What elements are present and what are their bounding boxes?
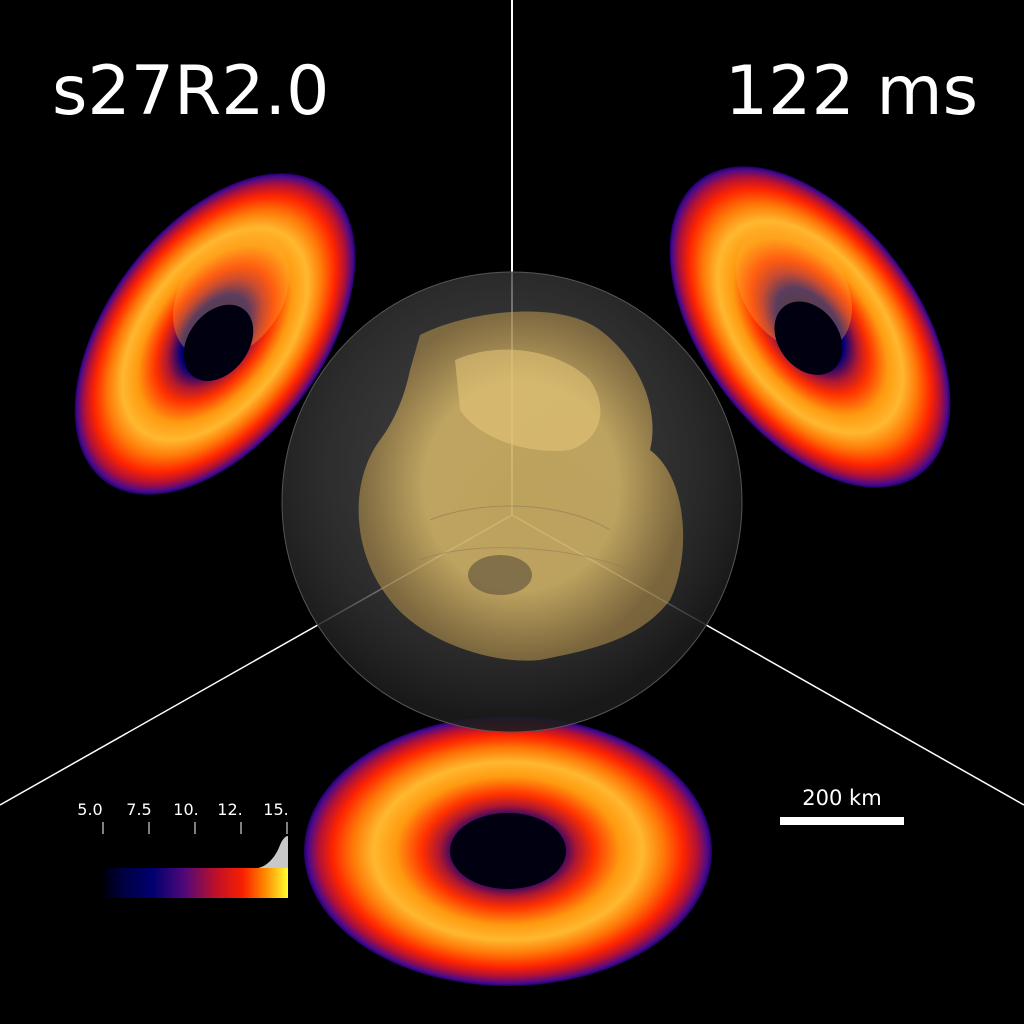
model-label: s27R2.0 <box>52 52 330 131</box>
colorbar-opacity-curve <box>258 836 288 868</box>
colorbar-tick-label: 5.0 <box>77 800 103 819</box>
colorbar <box>100 822 288 898</box>
colorbar-tick-label: 7.5 <box>126 800 152 819</box>
bottom-slice-projection <box>304 716 712 986</box>
scale-bar <box>780 817 904 825</box>
colorbar-tick-label: 15. <box>263 800 289 819</box>
central-sphere-volume <box>281 271 743 733</box>
left-slice-projection <box>74 173 356 495</box>
colorbar-tick-label: 10. <box>173 800 199 819</box>
colorbar-gradient <box>100 868 288 898</box>
colorbar-tick-label: 12. <box>217 800 243 819</box>
scale-bar-label: 200 km <box>802 786 882 810</box>
time-label: 122 ms <box>724 52 978 131</box>
right-slice-projection <box>669 166 951 488</box>
